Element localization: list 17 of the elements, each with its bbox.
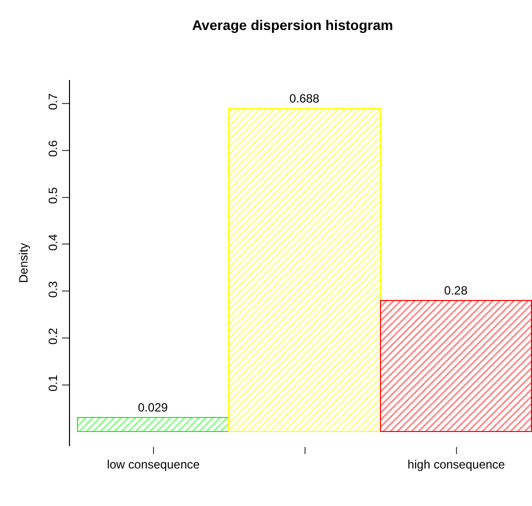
bar: [380, 300, 532, 432]
y-tick-label: 0.3: [46, 280, 60, 298]
y-tick-label: 0.2: [46, 328, 60, 345]
y-axis-title: Density: [16, 242, 30, 284]
data-label: 0.28: [444, 284, 468, 298]
x-tick-label: low consequence: [106, 457, 200, 472]
y-tick-label: 0.6: [46, 140, 60, 157]
chart-title: Average dispersion histogram: [192, 17, 394, 34]
data-label: 0.029: [138, 400, 168, 414]
y-tick-label: 0.4: [46, 234, 60, 251]
y-tick-label: 0.7: [46, 92, 60, 110]
y-tick-label: 0.5: [46, 186, 60, 204]
x-tick-label: high consequence: [408, 457, 506, 472]
bar: [77, 417, 229, 432]
data-label: 0.688: [289, 92, 320, 106]
y-tick-label: 0.1: [46, 374, 60, 392]
bar: [228, 108, 381, 432]
